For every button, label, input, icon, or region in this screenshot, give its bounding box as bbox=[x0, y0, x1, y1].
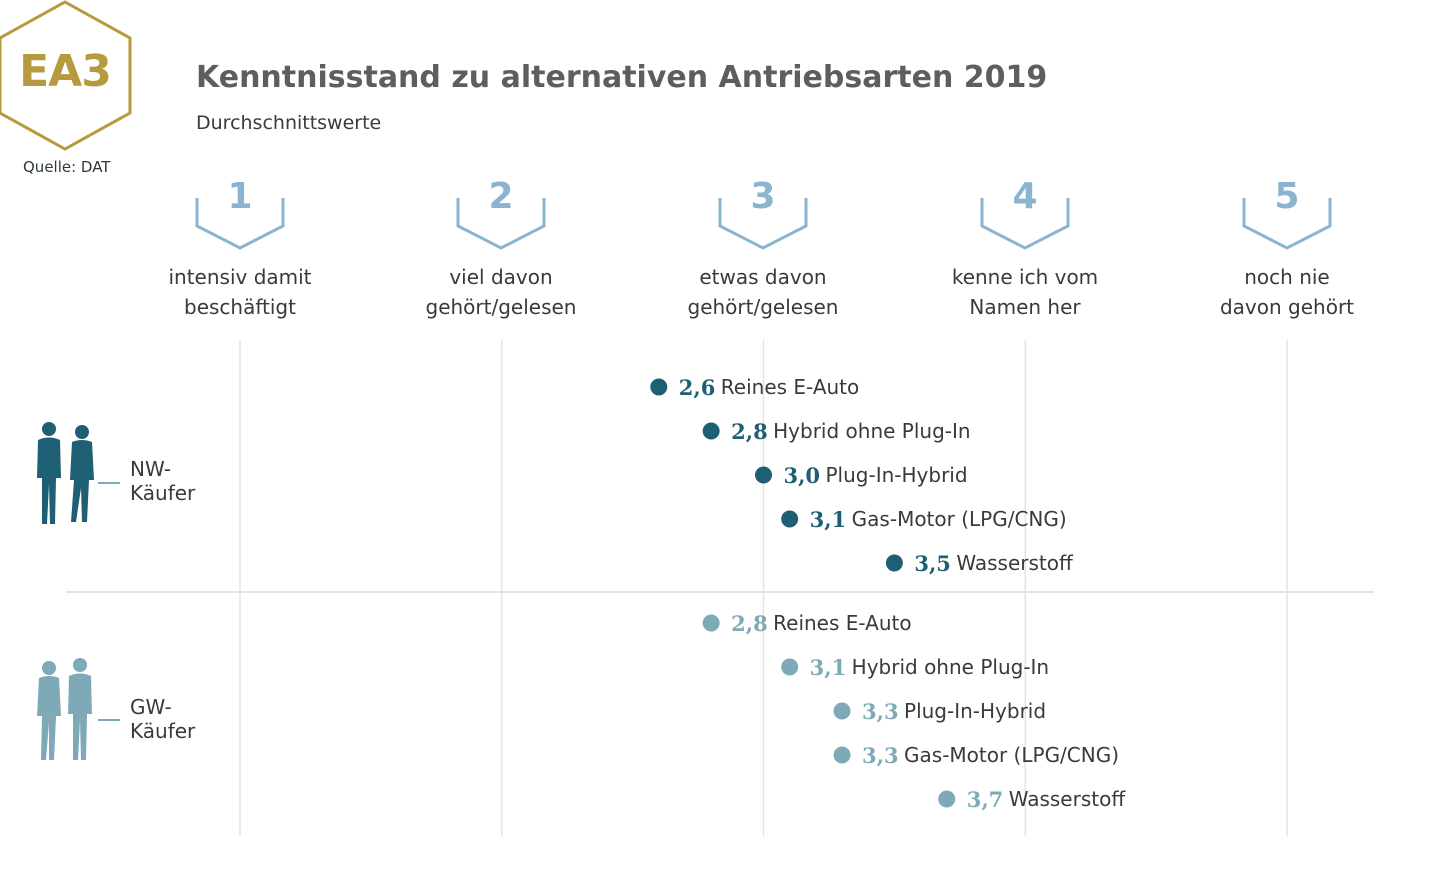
badge-code: EA3 bbox=[19, 46, 112, 97]
data-category-label: Hybrid ohne Plug-In bbox=[773, 419, 970, 443]
data-point bbox=[938, 790, 956, 808]
chevron-down-icon bbox=[980, 198, 1070, 250]
data-point bbox=[781, 510, 799, 528]
chevron-down-icon bbox=[195, 198, 285, 250]
group-dash bbox=[98, 719, 120, 721]
scale-number: 4 bbox=[1012, 176, 1038, 217]
hexagon-icon bbox=[0, 0, 132, 151]
data-point bbox=[650, 378, 668, 396]
scale-number: 1 bbox=[227, 176, 253, 217]
data-category-label: Reines E-Auto bbox=[773, 611, 911, 635]
data-category-label: Reines E-Auto bbox=[721, 375, 859, 399]
scale-label: noch nie davon gehört bbox=[1219, 265, 1355, 319]
scale-header-3: 3 etwas davon gehört/gelesen bbox=[663, 176, 863, 322]
data-category-label: Plug-In-Hybrid bbox=[826, 463, 968, 487]
data-value-label: 2,8 bbox=[731, 611, 768, 636]
scale-number: 2 bbox=[488, 176, 514, 217]
chevron-down-icon bbox=[718, 198, 808, 250]
data-point bbox=[833, 702, 851, 720]
scale-label: kenne ich vom Namen her bbox=[951, 265, 1099, 319]
data-value-label: 3,7 bbox=[967, 787, 1004, 812]
source-note: Quelle: DAT bbox=[23, 158, 111, 176]
chart-subtitle: Durchschnittswerte bbox=[196, 112, 382, 134]
badge-hexagon: EA3 bbox=[0, 0, 134, 152]
scale-header-2: 2 viel davon gehört/gelesen bbox=[401, 176, 601, 322]
scale-label: intensiv damit beschäftigt bbox=[168, 265, 312, 319]
data-value-label: 2,8 bbox=[731, 419, 768, 444]
data-value-label: 3,1 bbox=[810, 507, 847, 532]
scale-label: etwas davon gehört/gelesen bbox=[687, 265, 839, 319]
data-category-label: Hybrid ohne Plug-In bbox=[852, 655, 1049, 679]
data-value-label: 2,6 bbox=[679, 375, 716, 400]
group-dash bbox=[98, 482, 120, 484]
couple-silhouette-icon bbox=[37, 658, 92, 760]
data-category-label: Wasserstoff bbox=[1009, 787, 1127, 811]
scale-label: viel davon gehört/gelesen bbox=[425, 265, 577, 319]
data-point bbox=[755, 466, 772, 484]
group-label-nw: NW- Käufer bbox=[130, 457, 196, 505]
couple-silhouette-icon bbox=[37, 422, 94, 524]
scale-number: 5 bbox=[1274, 176, 1300, 217]
chart-title: Kenntnisstand zu alternativen Antriebsar… bbox=[196, 60, 1048, 95]
group-label-gw: GW- Käufer bbox=[130, 695, 196, 743]
data-value-label: 3,5 bbox=[914, 551, 951, 576]
chevron-down-icon bbox=[1242, 198, 1332, 250]
scale-header-5: 5 noch nie davon gehört bbox=[1187, 176, 1387, 322]
chevron-down-icon bbox=[456, 198, 546, 250]
data-category-label: Wasserstoff bbox=[956, 551, 1074, 575]
data-value-label: 3,1 bbox=[810, 655, 847, 680]
data-value-label: 3,3 bbox=[862, 743, 899, 768]
data-point bbox=[833, 746, 851, 764]
data-point bbox=[781, 658, 799, 676]
data-category-label: Gas-Motor (LPG/CNG) bbox=[852, 507, 1067, 531]
data-point bbox=[702, 422, 720, 440]
data-value-label: 3,0 bbox=[784, 463, 821, 488]
scale-header-1: 1 intensiv damit beschäftigt bbox=[140, 176, 340, 322]
data-point bbox=[885, 554, 903, 572]
data-value-label: 3,3 bbox=[862, 699, 899, 724]
data-point bbox=[702, 614, 720, 632]
scale-number: 3 bbox=[750, 176, 776, 217]
scale-header-4: 4 kenne ich vom Namen her bbox=[925, 176, 1125, 322]
data-category-label: Plug-In-Hybrid bbox=[904, 699, 1046, 723]
data-category-label: Gas-Motor (LPG/CNG) bbox=[904, 743, 1119, 767]
